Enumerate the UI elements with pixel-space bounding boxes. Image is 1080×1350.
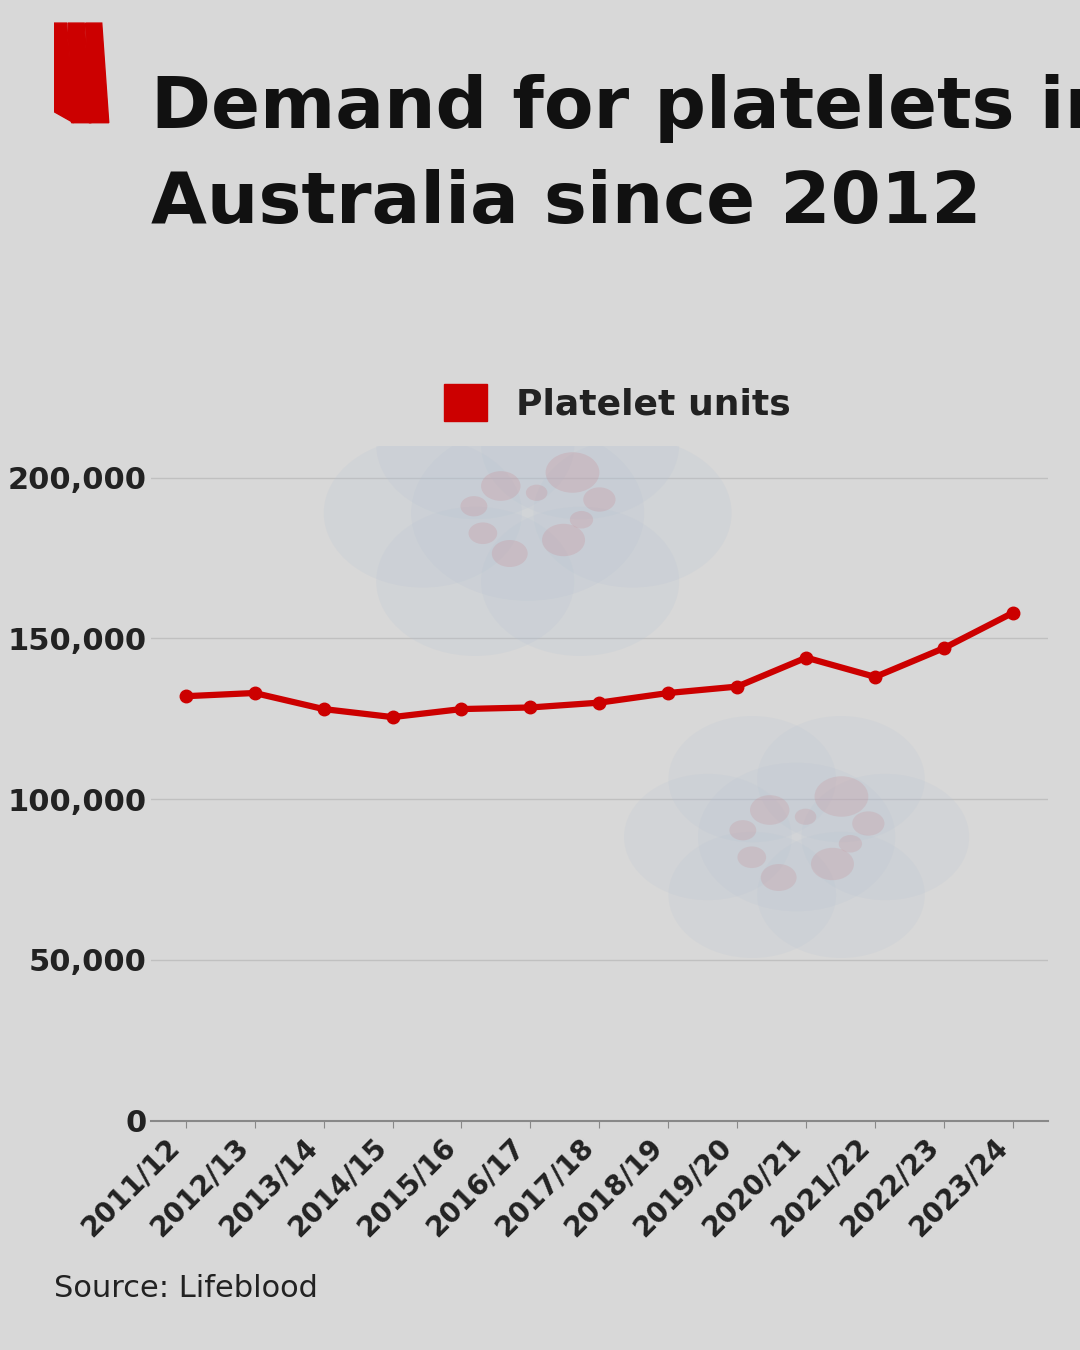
Polygon shape — [68, 23, 91, 123]
Ellipse shape — [811, 848, 854, 880]
Ellipse shape — [542, 524, 585, 556]
Ellipse shape — [750, 795, 789, 825]
Ellipse shape — [839, 834, 862, 853]
Ellipse shape — [801, 774, 969, 900]
Polygon shape — [54, 23, 73, 123]
Ellipse shape — [324, 439, 522, 587]
Ellipse shape — [698, 763, 895, 911]
Ellipse shape — [491, 540, 528, 567]
Ellipse shape — [669, 832, 836, 958]
Ellipse shape — [624, 774, 792, 900]
Ellipse shape — [460, 497, 487, 517]
Ellipse shape — [760, 864, 797, 891]
Ellipse shape — [545, 452, 599, 493]
Ellipse shape — [738, 846, 766, 868]
Ellipse shape — [570, 512, 593, 529]
Ellipse shape — [481, 506, 679, 656]
Ellipse shape — [411, 425, 644, 601]
Ellipse shape — [376, 370, 575, 520]
Ellipse shape — [376, 506, 575, 656]
Ellipse shape — [526, 485, 548, 501]
Polygon shape — [85, 23, 109, 123]
Legend: Platelet units: Platelet units — [430, 369, 806, 436]
Ellipse shape — [534, 439, 731, 587]
Ellipse shape — [814, 776, 868, 817]
Ellipse shape — [757, 832, 924, 958]
Ellipse shape — [852, 811, 885, 836]
Text: Source: Lifeblood: Source: Lifeblood — [54, 1274, 318, 1303]
Text: Demand for platelets in: Demand for platelets in — [151, 74, 1080, 143]
Ellipse shape — [481, 370, 679, 520]
Ellipse shape — [669, 716, 836, 842]
Ellipse shape — [481, 471, 521, 501]
Ellipse shape — [583, 487, 616, 512]
Text: Australia since 2012: Australia since 2012 — [151, 169, 982, 238]
Ellipse shape — [757, 716, 924, 842]
Ellipse shape — [795, 809, 816, 825]
Ellipse shape — [729, 821, 756, 840]
Ellipse shape — [469, 522, 497, 544]
